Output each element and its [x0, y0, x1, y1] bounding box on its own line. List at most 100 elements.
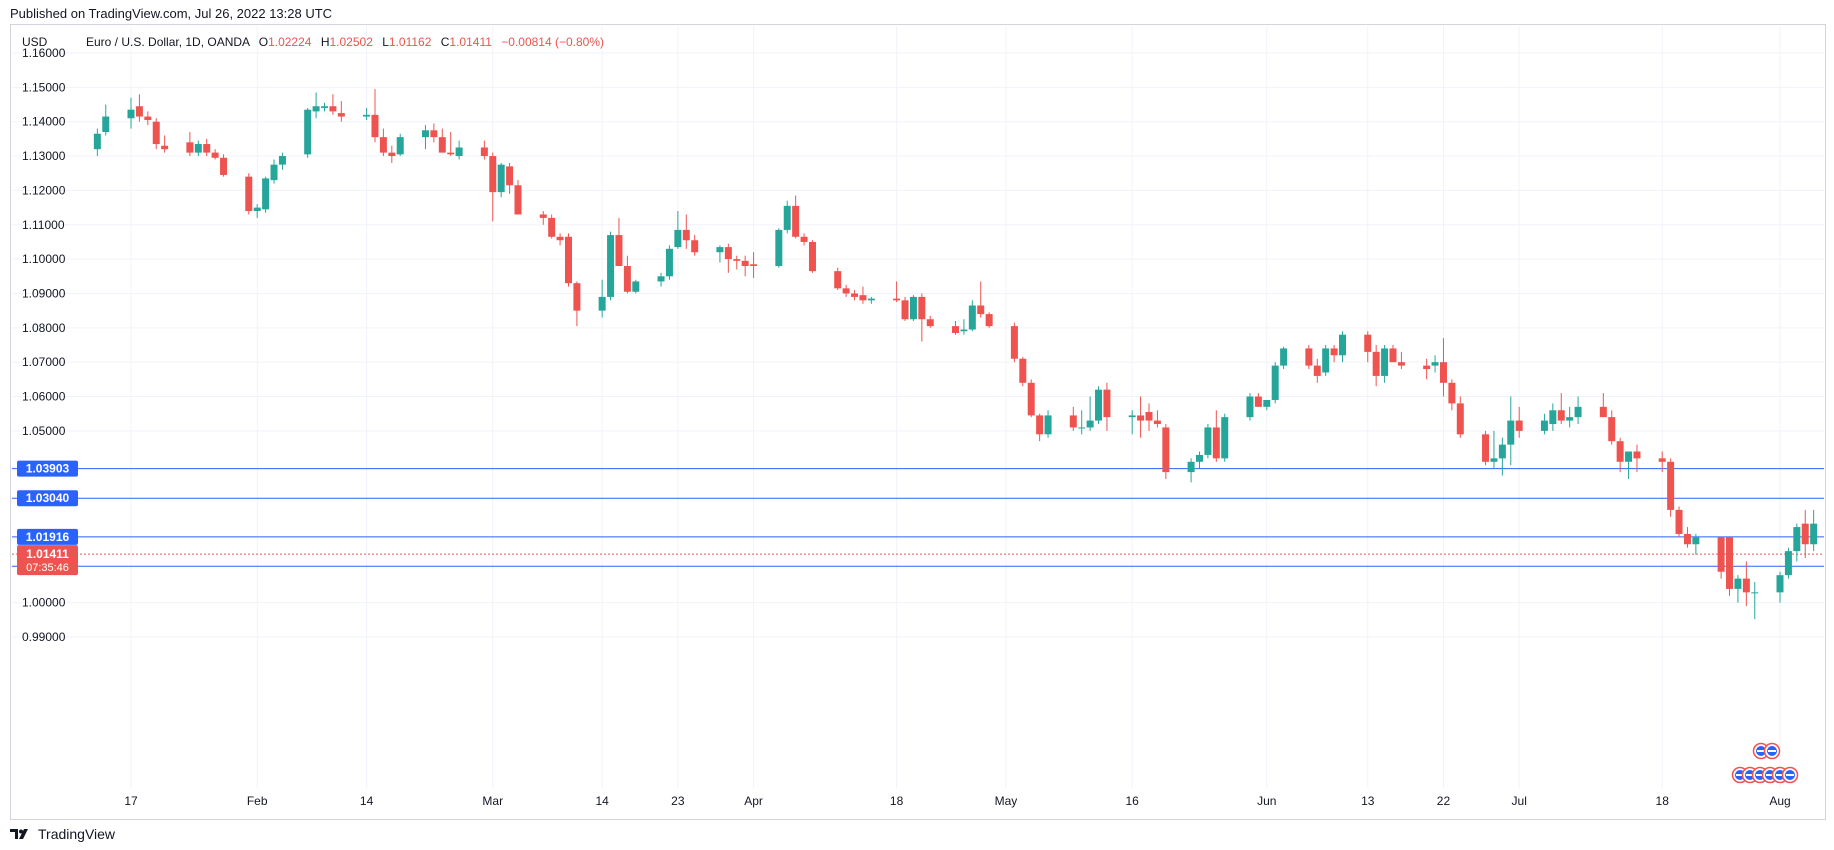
candle-body — [1187, 461, 1195, 473]
us-flag-icon-stripe — [1746, 774, 1754, 776]
candle-body — [1254, 396, 1262, 407]
candle-body — [1566, 417, 1574, 421]
candle-body — [1431, 362, 1439, 366]
candle-body — [800, 236, 808, 242]
y-tick-label: 1.12000 — [22, 183, 66, 197]
last-price-label-bg — [17, 545, 78, 576]
x-tick-label: Jun — [1257, 794, 1276, 808]
candle-body — [1742, 578, 1750, 593]
candle-body — [1313, 365, 1321, 376]
candle-body — [1498, 444, 1506, 459]
x-tick-label: 14 — [360, 794, 374, 808]
us-flag-icon-stripe — [1766, 774, 1774, 776]
candle-body — [1574, 406, 1582, 418]
candle-body — [1221, 417, 1229, 459]
candle-body — [1599, 406, 1607, 418]
candle-body — [1751, 592, 1759, 594]
y-tick-label: 1.08000 — [22, 321, 66, 335]
eu-flag-icon-stripe — [1768, 750, 1776, 752]
candle-body — [842, 288, 850, 294]
y-tick-label: 1.14000 — [22, 115, 66, 129]
x-tick-label: 22 — [1437, 794, 1451, 808]
candle-body — [548, 217, 556, 237]
horizontal-lines: 1.039031.030401.019161.010581.0141107:35… — [12, 460, 1824, 576]
chart-legend: Euro / U.S. Dollar, 1D, OANDA O1.02224 H… — [86, 35, 604, 49]
candle-body — [455, 147, 463, 157]
y-tick-label: 1.10000 — [22, 252, 66, 266]
candle-body — [1086, 420, 1094, 428]
candle-body — [859, 295, 867, 301]
candle-body — [1095, 389, 1103, 421]
candle-body — [564, 236, 572, 284]
candle-body — [497, 164, 505, 193]
candle-body — [480, 147, 488, 157]
candle-body — [220, 157, 228, 175]
candle-body — [716, 247, 724, 253]
level-label-bg — [17, 490, 78, 507]
legend-open-value: 1.02224 — [268, 35, 312, 49]
candle-body — [674, 229, 682, 248]
legend-low-label: L — [382, 35, 389, 49]
last-price-label: 1.01411 — [26, 547, 69, 561]
economic-events-flags[interactable] — [1731, 742, 1799, 784]
candle-body — [1439, 362, 1447, 383]
candle-body — [960, 329, 968, 332]
candle-body — [1195, 454, 1203, 462]
candle-body — [1633, 451, 1641, 459]
candle-body — [1683, 533, 1691, 545]
x-tick-label: 13 — [1361, 794, 1375, 808]
us-flag-icon-stripe — [1756, 774, 1764, 776]
candle-body — [1339, 334, 1347, 356]
candle-body — [615, 235, 623, 266]
candle-body — [909, 296, 917, 320]
candle-body — [539, 214, 547, 218]
y-axis: 1.16000 1.15000 1.14000 1.13000 1.12000 1.110… — [22, 46, 66, 644]
candle-body — [1692, 537, 1700, 545]
x-tick-label: Apr — [744, 794, 763, 808]
candle-body — [312, 106, 320, 112]
candle-body — [363, 114, 371, 117]
x-tick-label: 18 — [1656, 794, 1670, 808]
candle-body — [253, 207, 261, 212]
grid-lines — [12, 26, 1824, 788]
candle-body — [1776, 575, 1784, 593]
candle-body — [1280, 348, 1288, 366]
candle-body — [573, 283, 581, 311]
candle-body — [665, 248, 673, 277]
candle-body — [623, 265, 631, 292]
candle-body — [161, 145, 169, 150]
candle-body — [1734, 578, 1742, 589]
candle-body — [1044, 415, 1052, 435]
candle-body — [901, 300, 909, 320]
candle-body — [1381, 348, 1389, 376]
candle-body — [1667, 461, 1675, 510]
y-tick-label: 1.11000 — [22, 218, 65, 232]
candle-body — [1128, 415, 1136, 418]
candle-body — [1482, 434, 1490, 462]
candle-body — [750, 264, 758, 266]
candle-body — [741, 260, 749, 266]
candle-body — [1810, 523, 1818, 545]
x-tick-label: 23 — [671, 794, 685, 808]
candle-body — [1263, 399, 1271, 407]
candle-body — [270, 164, 278, 181]
x-tick-label: Jul — [1512, 794, 1527, 808]
legend-close-label: C — [441, 35, 450, 49]
candle-body — [489, 156, 497, 193]
y-tick-label: 0.99000 — [22, 630, 66, 644]
legend-high-value: 1.02502 — [329, 35, 373, 49]
candle-body — [329, 106, 337, 112]
candle-body — [430, 130, 438, 138]
candle-body — [186, 142, 194, 153]
candle-body — [598, 296, 606, 311]
candle-body — [783, 205, 791, 230]
candle-body — [514, 185, 522, 215]
candle-body — [1456, 403, 1464, 435]
us-flag-icon-stripe — [1736, 774, 1744, 776]
candle-body — [926, 319, 934, 327]
candle-body — [135, 106, 143, 117]
candle-body — [1036, 415, 1044, 435]
countdown-label: 07:35:46 — [26, 562, 69, 574]
x-tick-label: 18 — [890, 794, 904, 808]
